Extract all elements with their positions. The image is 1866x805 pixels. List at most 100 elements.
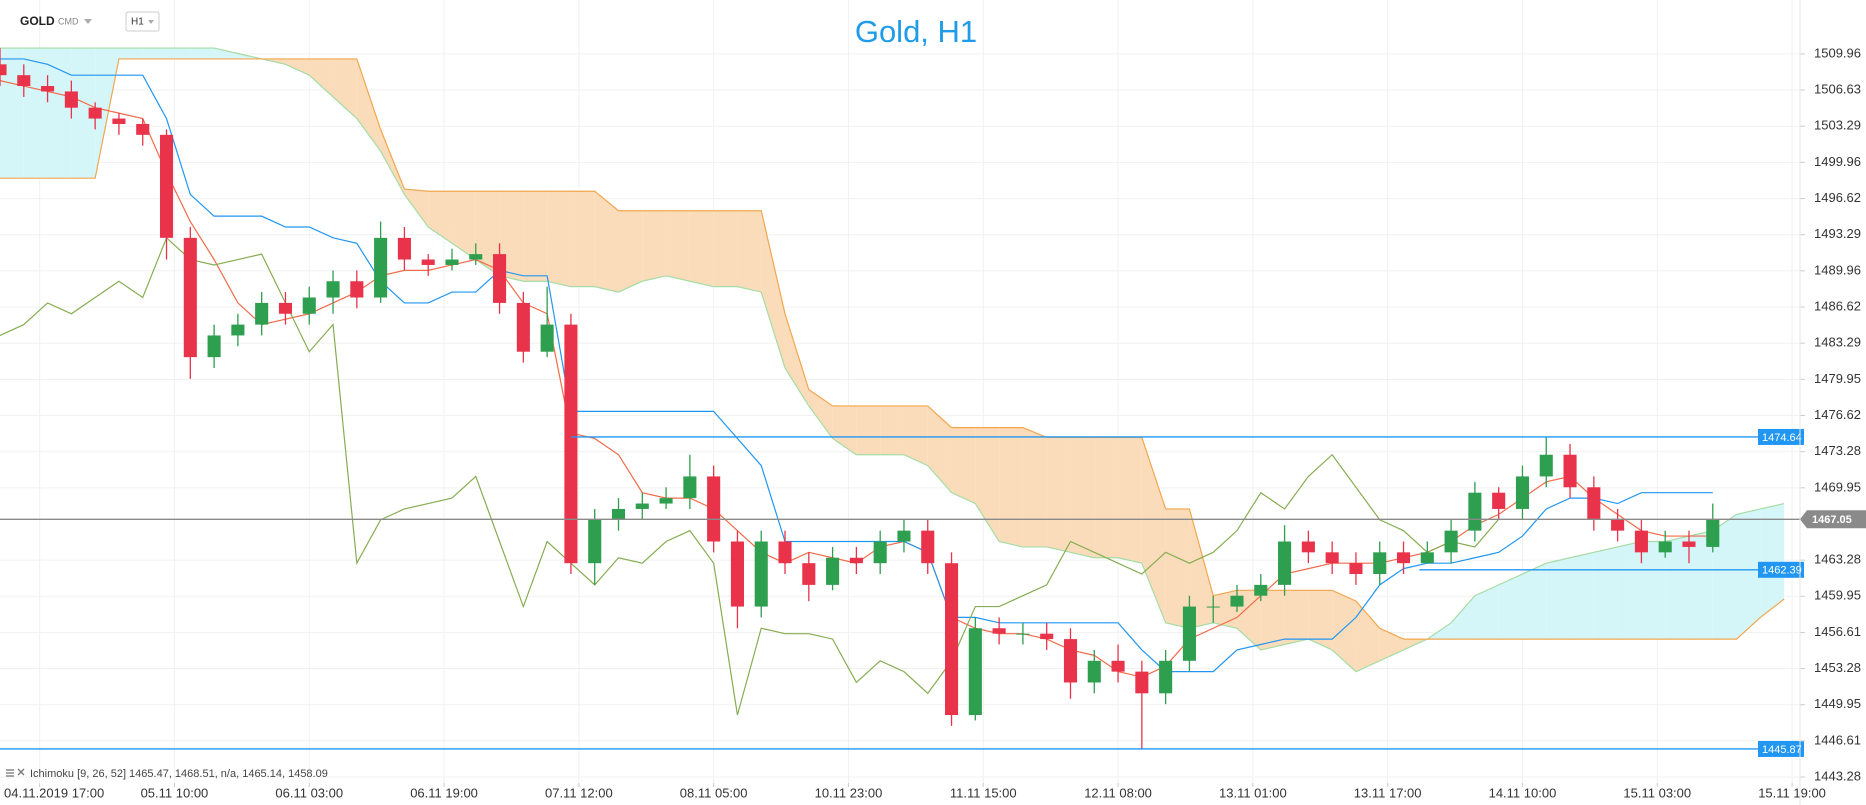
timeframe[interactable]: H1 [131,17,144,28]
indicator-line [0,236,1500,716]
cloud-segment [1641,541,1666,640]
candle-body [112,118,126,124]
candle-body [421,259,435,265]
y-tick-label: 1456.61 [1814,624,1861,639]
cloud-segment [618,210,643,293]
candle-body [1111,660,1125,672]
candle-body [350,281,364,298]
candle-body [1444,530,1458,553]
candle-body [564,324,578,564]
cloud-segment [1593,546,1618,640]
y-tick-label: 1489.96 [1814,262,1861,277]
candle-body [1587,487,1601,520]
candle-body [849,557,863,564]
cloud-segment [1094,437,1119,558]
cloud-segment [1451,595,1475,640]
cloud-segment [1570,552,1594,640]
candle-body [1396,552,1411,564]
cloud-segment [214,48,238,59]
cloud-segment [1118,437,1142,564]
symbol-dropdown[interactable] [84,19,92,24]
candle-body [1040,633,1054,640]
candle-body [445,259,459,265]
span-a-line [0,47,1785,673]
candle-body [1278,541,1292,585]
cloud-segment [47,48,72,179]
candle-body [516,302,530,352]
candle-body [17,75,31,87]
candle-body [730,541,744,607]
candle-body [88,107,102,119]
cloud-segment [570,191,595,287]
candle-body [921,530,935,564]
cloud-segment [333,58,357,119]
candle-body [1206,606,1220,608]
indicator-line [0,58,1713,673]
candle-body [278,302,293,314]
cloud-segment [666,210,690,282]
cloud-segment [880,405,904,455]
cloud-segment [404,189,429,228]
cloud-segment [547,191,571,287]
cloud-segment [1498,574,1523,640]
timeframe-box[interactable] [125,11,160,32]
axis-layer: 1509.96 1506.63 1503.29 1499.96 1496.62 1493.… [4,45,1861,800]
price-label-box [1758,428,1804,445]
candle-body [1016,633,1030,635]
cloud-segment [808,389,833,439]
cloud-segment [1260,590,1285,650]
cloud-segment [190,48,215,59]
candle-body [945,563,959,716]
cloud-segment [856,405,881,455]
cloud-segment [1308,590,1333,650]
candle-body [659,498,673,504]
candle-body [778,541,792,564]
cloud-segment [23,48,48,179]
candle-body [992,628,1006,634]
chart-title: Gold, H1 [855,14,977,49]
candle-body [302,297,316,314]
cloud-segment [523,191,548,282]
candle-body [802,563,816,585]
cloud-segment [1046,437,1071,553]
cloud-segment [1070,437,1095,558]
candle-body [635,503,649,509]
y-tick-label: 1486.62 [1814,298,1861,313]
symbol[interactable]: GOLD [20,14,55,28]
candle-body [469,254,483,260]
cloud-segment [451,191,476,260]
candle-body [493,254,507,303]
candle-body [1349,563,1363,575]
price-label-box [1800,510,1866,529]
candle-body [1634,530,1648,553]
candle-body [326,281,340,298]
levels-layer: 1474.64 1462.39 1445.87 1467.05 [0,428,1866,757]
cloud-segment [1760,503,1785,618]
cloud-segment [689,210,714,287]
x-tick-label: 08.11 05:00 [680,785,748,800]
cloud-segment [1522,563,1547,640]
x-tick-label: 06.11 19:00 [410,785,478,800]
y-tick-label: 1509.96 [1814,45,1861,60]
candle-body [183,237,197,358]
candle-body [207,335,221,358]
candle-body [374,237,388,298]
candle-body [159,134,174,238]
candle-body [1135,671,1149,694]
candle-body [1063,639,1078,683]
candle-body [707,476,721,542]
candle-body [1468,492,1482,531]
cloud-segment [1022,427,1047,547]
x-tick-label: 05.11 10:00 [141,785,209,800]
indicator-icons[interactable] [6,768,25,777]
cloud-segment [1189,508,1214,629]
y-tick-label: 1503.29 [1814,118,1861,133]
timeframe-dropdown[interactable] [148,20,154,24]
candle-body [873,541,887,564]
y-tick-label: 1499.96 [1814,154,1861,169]
candle-body [41,86,55,92]
candle-body [1182,606,1196,661]
cloud-segment [142,48,167,59]
x-tick-label: 07.11 12:00 [545,785,613,800]
